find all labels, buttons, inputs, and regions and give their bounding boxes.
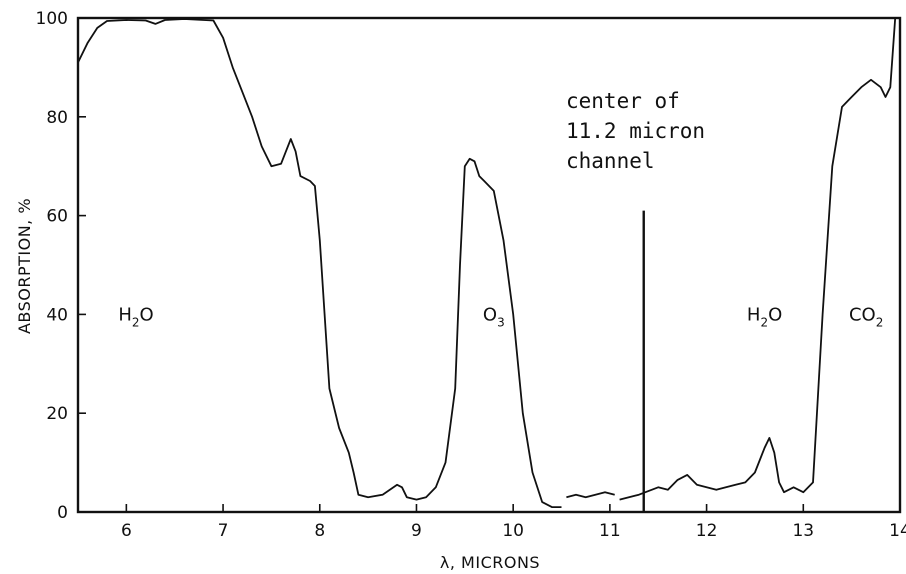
y-axis-ticks: 0 20 40 60 80 100 xyxy=(36,9,86,523)
band-label: O3 xyxy=(483,304,505,329)
annotation-line: 11.2 micron xyxy=(566,119,705,143)
y-tick-label: 80 xyxy=(46,108,68,128)
x-tick-label: 13 xyxy=(792,521,814,541)
band-label: H2O xyxy=(747,304,782,329)
plot-area xyxy=(76,16,902,514)
band-label: CO2 xyxy=(849,304,883,329)
band-label: H2O xyxy=(118,304,153,329)
plot-frame xyxy=(76,16,902,514)
annotation-line: channel xyxy=(566,149,655,173)
y-tick-label: 20 xyxy=(46,404,68,424)
x-tick-label: 7 xyxy=(218,521,229,541)
y-tick-label: 0 xyxy=(57,503,68,523)
absorption-curve-segment xyxy=(619,17,900,501)
annotation-line: center of xyxy=(566,89,680,113)
absorption-curve-segment xyxy=(566,491,615,499)
y-tick-label: 40 xyxy=(46,305,68,325)
x-tick-label: 9 xyxy=(411,521,422,541)
series-group xyxy=(77,17,900,508)
annotation-group: center of 11.2 micron channel xyxy=(566,89,705,512)
x-tick-label: 10 xyxy=(502,521,524,541)
x-tick-label: 8 xyxy=(314,521,325,541)
x-tick-label: 11 xyxy=(599,521,621,541)
absorption-curve-segment xyxy=(77,18,562,508)
x-tick-label: 14 xyxy=(889,521,906,541)
x-axis-ticks: 6 7 8 9 10 11 12 13 14 xyxy=(121,504,906,541)
y-tick-label: 100 xyxy=(36,9,68,29)
x-tick-label: 6 xyxy=(121,521,132,541)
y-tick-label: 60 xyxy=(46,207,68,227)
x-tick-label: 12 xyxy=(696,521,718,541)
y-axis-title: ABSORPTION, % xyxy=(15,198,34,334)
x-axis-title: λ, MICRONS xyxy=(440,553,540,572)
band-labels: H2O O3 H2O CO2 xyxy=(118,304,883,329)
